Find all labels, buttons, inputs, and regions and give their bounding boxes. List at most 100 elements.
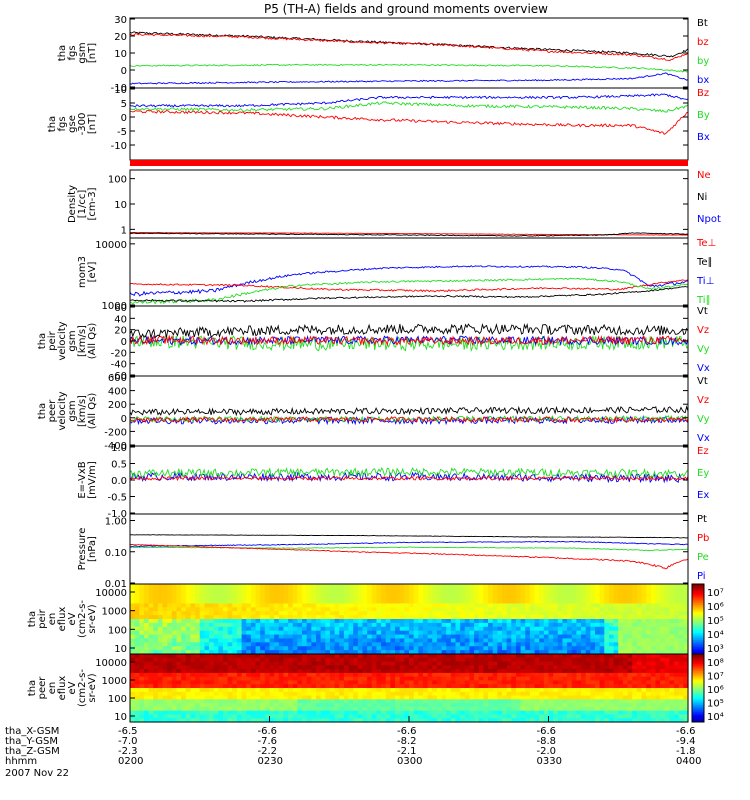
spec-cell (543, 603, 550, 608)
spec-cell (683, 646, 689, 651)
spec-cell (441, 699, 447, 704)
spec-cell (167, 669, 173, 674)
spec-cell (367, 622, 373, 628)
spec-cell (529, 657, 536, 663)
spec-cell (464, 642, 471, 647)
spec-cell (669, 657, 675, 663)
spec-cell (571, 688, 577, 693)
spec-cell (595, 634, 601, 640)
spec-cell (357, 680, 364, 685)
spec-cell (455, 642, 461, 647)
spec-cell (260, 650, 266, 655)
spec-cell (348, 611, 354, 616)
spec-cell (130, 638, 136, 643)
spec-cell (553, 684, 559, 689)
spec-cell (371, 595, 378, 601)
colorbar-segment (692, 584, 704, 587)
spec-cell (250, 684, 257, 689)
spec-cell (432, 657, 438, 663)
spec-cell (134, 718, 140, 723)
spec-cell (418, 706, 424, 712)
spec-cell (502, 650, 508, 655)
spec-cell (427, 646, 433, 651)
legend-entry: By (697, 110, 710, 121)
footer-value: -6.6 (397, 726, 417, 737)
spec-cell (641, 703, 647, 708)
spec-cell (195, 591, 201, 597)
spec-cell (260, 626, 266, 632)
spec-cell (636, 646, 643, 651)
y-tick-label: 10 (114, 85, 127, 96)
spec-cell (446, 638, 452, 643)
spec-cell (543, 695, 550, 700)
spec-cell (241, 591, 247, 597)
spec-cell (646, 699, 652, 704)
spec-cell (660, 642, 666, 647)
spec-cell (306, 688, 312, 693)
spec-cell (232, 638, 238, 643)
spec-cell (213, 599, 219, 605)
spec-cell (278, 676, 285, 682)
spec-cell (218, 703, 224, 708)
spec-cell (581, 634, 587, 640)
spec-cell (655, 703, 661, 708)
spec-cell (432, 706, 438, 712)
ylabel-line: eV (67, 612, 78, 625)
spec-cell (246, 622, 252, 628)
spec-cell (227, 691, 233, 697)
spec-cell (455, 703, 461, 708)
spec-cell (185, 680, 192, 685)
spec-cell (357, 706, 364, 712)
spec-cell (130, 661, 136, 666)
spec-cell (236, 661, 243, 666)
spec-cell (529, 684, 536, 689)
spec-cell (529, 703, 536, 708)
spec-cell (599, 714, 605, 719)
spec-cell (255, 599, 261, 605)
spec-cell (664, 599, 670, 605)
spec-cell (241, 657, 247, 663)
spec-cell (460, 699, 466, 704)
spec-cell (632, 611, 638, 616)
spec-cell (409, 657, 415, 663)
spec-cell (641, 706, 647, 712)
spec-cell (534, 634, 540, 640)
spec-cell (171, 584, 178, 589)
spec-cell (432, 626, 438, 632)
spec-cell (599, 599, 605, 605)
spec-cell (232, 595, 238, 601)
spec-cell (636, 703, 643, 708)
spec-cell (385, 672, 391, 678)
spec-cell (199, 587, 205, 593)
spec-cell (422, 665, 429, 670)
spec-cell (157, 665, 164, 670)
spec-cell (655, 676, 661, 682)
spec-cell (446, 611, 452, 616)
spec-cell (450, 607, 457, 612)
spec-cell (590, 642, 596, 647)
spec-cell (343, 615, 350, 620)
legend-entry: Pt (697, 514, 707, 525)
spec-cell (492, 691, 498, 697)
colorbar-segment (692, 594, 704, 597)
spec-cell (395, 680, 401, 685)
spec-cell (376, 699, 382, 704)
spec-cell (469, 699, 475, 704)
spec-cell (562, 661, 568, 666)
spec-cell (529, 607, 536, 612)
spec-cell (381, 710, 387, 716)
spec-cell (548, 603, 554, 608)
spec-cell (139, 615, 145, 620)
colorbar-segment (692, 710, 704, 713)
spec-cell (306, 630, 312, 636)
spec-cell (590, 665, 596, 670)
spec-cell (167, 680, 173, 685)
spec-cell (325, 619, 331, 624)
spec-cell (306, 607, 312, 612)
spec-cell (678, 607, 684, 612)
spec-cell (506, 584, 512, 589)
spec-cell (553, 619, 559, 624)
spec-cell (636, 688, 643, 693)
spec-cell (599, 680, 605, 685)
spec-cell (413, 657, 419, 663)
